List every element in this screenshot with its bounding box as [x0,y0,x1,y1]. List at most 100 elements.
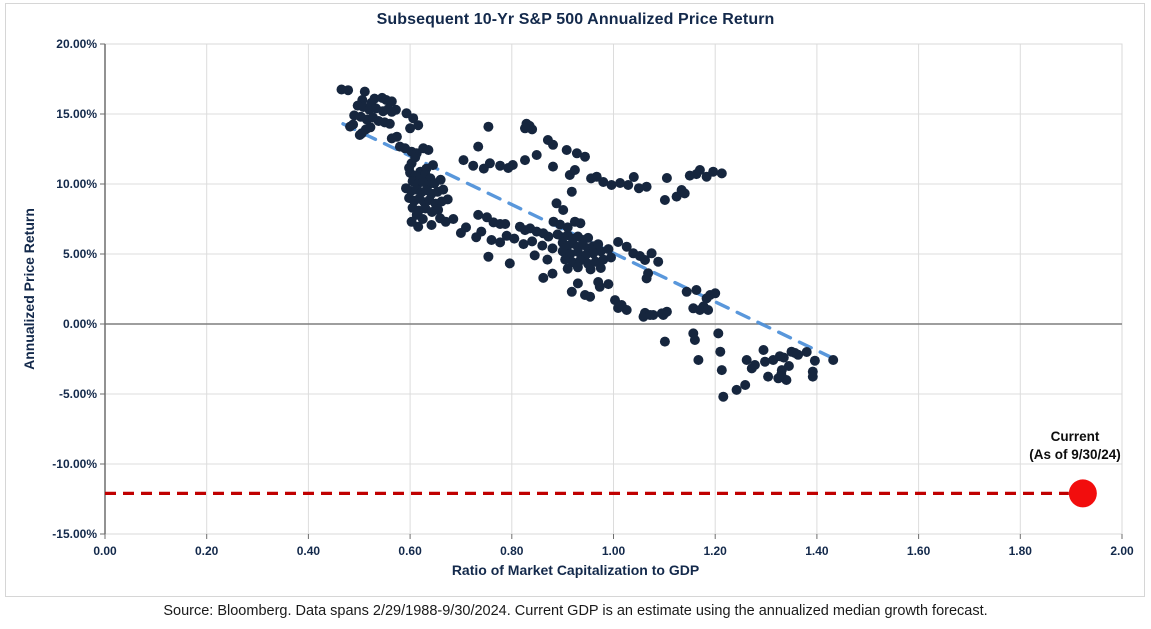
scatter-point [386,133,397,144]
scatter-point [603,244,614,255]
current-point-group [1068,479,1097,508]
scatter-point [659,195,670,205]
scatter-point [386,96,397,107]
scatter-point [503,163,514,173]
scatter-point [468,160,479,171]
scatter-point [562,222,573,233]
scatter-point [679,188,690,199]
current-point-label: Current (As of 9/30/24) [1000,428,1150,463]
y-tick-label: 10.00% [56,177,97,191]
scatter-point [548,161,558,172]
x-tick-label: 0.40 [296,544,321,558]
x-axis-title: Ratio of Market Capitalization to GDP [451,562,700,578]
scatter-point [495,237,506,248]
y-tick-label: 0.00% [62,317,97,331]
scatter-point [595,263,606,273]
scatter-point [575,218,586,229]
scatter-point [555,219,566,230]
scatter-point [483,121,494,132]
scatter-point [710,288,721,299]
scatter-point [623,180,634,190]
scatter-point [440,216,451,227]
scatter-point [537,240,548,251]
scatter-point [621,241,632,252]
scatter-point [693,355,704,365]
trend-line [341,122,837,361]
y-tick-label: -5.00% [58,387,97,401]
scatter-point [551,198,562,209]
scatter-point [613,237,624,247]
y-tick-label: -15.00% [52,527,97,541]
scatter-point [760,356,770,367]
scatter-point [640,255,650,265]
scatter-point [740,380,751,390]
scatter-point [345,121,356,132]
scatter-point [571,148,582,159]
scatter-point [438,184,449,195]
chart-title: Subsequent 10-Yr S&P 500 Annualized Pric… [376,11,775,28]
scatter-point [442,194,453,205]
scatter-point [562,263,573,274]
scatter-point [694,165,705,175]
scatter-point [616,300,627,310]
y-axis-title: Annualized Price Return [21,208,37,370]
scatter-point [542,254,553,265]
scatter-point [471,232,482,243]
scatter-point [548,139,558,150]
scatter-point [410,152,421,163]
scatter-point [585,264,596,275]
x-tick-label: 0.80 [500,544,524,558]
current-point [1068,479,1097,508]
axis-ticks [100,43,1123,539]
scatter-point [708,166,719,177]
scatter-point [731,384,742,395]
scatter-point [661,306,672,317]
scatter-point [774,351,785,362]
scatter-point [716,168,727,179]
scatter-point [486,235,497,245]
scatter-point [365,122,376,133]
scatter-point [715,346,726,357]
scatter-point [583,232,594,243]
scatter-point [566,286,577,297]
scatter-point [529,250,540,261]
scatter-point [423,145,434,155]
scatter-point [703,305,714,315]
scatter-point [628,172,639,182]
y-tick-label: 15.00% [56,107,97,121]
scatter-point [359,86,370,97]
scatter-point [641,273,652,284]
scatter-point [455,228,466,238]
scatter-point [593,277,604,287]
scatter-point [547,243,558,254]
scatter-point [386,106,397,117]
x-tick-label: 1.40 [805,544,829,558]
scatter-points [336,84,839,402]
current-point-label-line2: (As of 9/30/24) [1029,446,1121,462]
scatter-point [598,177,609,187]
scatter-point [671,191,682,202]
x-tick-label: 1.20 [703,544,727,558]
scatter-point [531,150,542,160]
scatter-point [603,279,614,290]
scatter-point [776,369,787,380]
scatter-point [633,183,644,194]
scatter-point [741,355,752,365]
scatter-point [561,145,572,155]
scatter-point [689,335,700,345]
y-tick-label: 20.00% [56,37,97,51]
scatter-point [547,268,558,279]
gridlines [105,43,1123,534]
scatter-point [504,258,515,269]
scatter-point [646,248,657,259]
scatter-point [406,216,417,227]
scatter-point [659,336,670,347]
scatter-point [588,248,599,259]
scatter-point [793,349,804,360]
scatter-point [749,360,760,370]
scatter-point [615,178,626,188]
scatter-point [569,165,580,175]
scatter-point [384,118,395,129]
x-tick-label: 1.60 [906,544,931,558]
